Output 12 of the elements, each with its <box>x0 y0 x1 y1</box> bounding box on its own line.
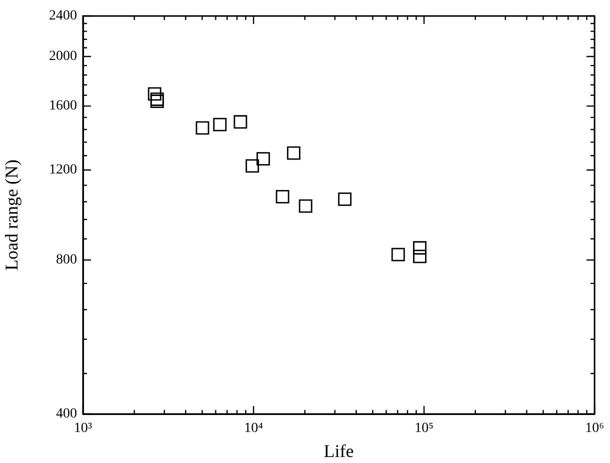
y-axis-title: Load range (N) <box>2 160 22 270</box>
y-tick-label: 2400 <box>49 8 77 24</box>
x-tick-label: 10⁶ <box>585 421 604 436</box>
x-axis-title: Life <box>324 440 354 461</box>
y-tick-label: 1600 <box>49 98 77 114</box>
y-tick-label: 2000 <box>49 49 77 64</box>
y-tick-label: 1200 <box>49 162 77 178</box>
y-tick-label: 400 <box>56 406 77 422</box>
x-tick-label: 10³ <box>74 421 92 436</box>
x-tick-label: 10⁴ <box>244 421 264 436</box>
x-tick-label: 10⁵ <box>414 421 434 436</box>
y-tick-label: 800 <box>56 252 77 268</box>
